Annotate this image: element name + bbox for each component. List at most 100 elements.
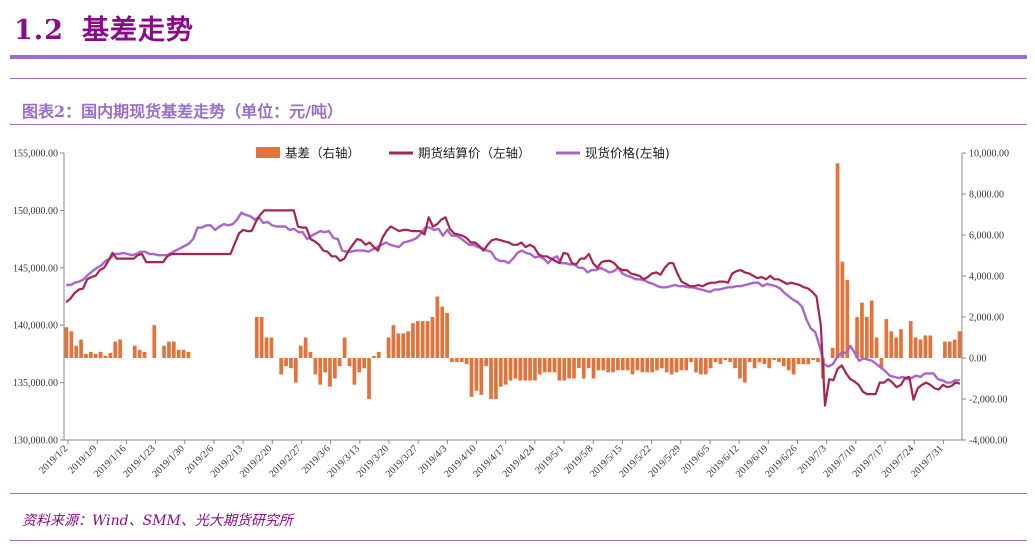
basis-bar — [93, 353, 98, 358]
basis-bar — [479, 358, 484, 395]
basis-bar — [733, 358, 737, 369]
basis-bar — [450, 358, 454, 363]
basis-bar — [167, 341, 171, 358]
basis-bar — [567, 358, 571, 379]
basis-bar — [835, 163, 840, 358]
basis-bar — [616, 358, 620, 371]
basis-bar — [699, 358, 703, 375]
y-left-tick-label: 130,000.00 — [13, 436, 58, 447]
basis-bar — [464, 358, 469, 365]
basis-bar — [742, 358, 747, 383]
x-tick-label: 2019/3/27 — [384, 443, 420, 479]
x-tick-label: 2019/4/24 — [501, 443, 537, 479]
basis-bar — [718, 358, 723, 365]
basis-bar — [401, 333, 406, 358]
basis-bar — [259, 317, 264, 358]
basis-bar — [752, 358, 757, 369]
basis-bar — [367, 358, 371, 399]
basis-bar — [796, 358, 801, 365]
basis-bar — [528, 358, 532, 381]
basis-bar — [655, 358, 659, 371]
basis-bar — [581, 358, 586, 379]
basis-bar — [586, 358, 591, 369]
basis-bar — [64, 327, 69, 358]
basis-bar — [391, 325, 396, 358]
y-left-tick-label: 140,000.00 — [13, 321, 58, 332]
basis-bar — [694, 358, 698, 373]
basis-bar — [816, 358, 820, 363]
basis-bar — [777, 358, 781, 363]
basis-bar — [313, 358, 318, 375]
basis-bar — [767, 358, 772, 369]
caption-top-rule — [10, 78, 1027, 79]
chart-bottom-rule — [10, 493, 1027, 494]
basis-bar — [347, 358, 352, 367]
basis-bar — [372, 355, 376, 358]
x-tick-label: 2019/1/30 — [150, 443, 186, 479]
basis-bar — [415, 321, 420, 358]
legend-swatch-basis — [256, 147, 280, 158]
basis-bar — [88, 351, 93, 358]
basis-bar — [728, 358, 733, 363]
y-right-tick-label: 10,000.00 — [969, 149, 1009, 160]
basis-bar — [772, 358, 776, 361]
basis-bar — [489, 358, 493, 399]
basis-bar — [747, 358, 752, 363]
basis-bar — [664, 358, 669, 373]
basis-bar — [484, 358, 489, 367]
basis-bar — [318, 358, 323, 385]
y-right-tick-label: -4,000.00 — [969, 436, 1007, 447]
basis-bar — [323, 358, 327, 373]
basis-bar — [84, 353, 88, 358]
basis-bar — [362, 358, 367, 369]
basis-bar — [279, 358, 284, 375]
basis-bar — [713, 358, 718, 363]
basis-bar — [708, 358, 713, 369]
y-left-tick-label: 135,000.00 — [13, 378, 58, 389]
caption-bottom-rule — [10, 124, 1027, 125]
x-tick-label: 2019/1/2 — [37, 443, 70, 476]
basis-bar — [98, 351, 103, 358]
futures-settlement-line — [65, 209, 961, 407]
basis-bar — [562, 358, 567, 381]
basis-bar — [606, 358, 611, 373]
basis-bar — [352, 358, 357, 385]
basis-bar — [943, 341, 947, 358]
basis-bar — [840, 261, 845, 358]
basis-bar — [508, 358, 513, 381]
basis-bar — [142, 351, 147, 358]
basis-bar — [386, 337, 391, 358]
basis-bar — [601, 358, 606, 371]
basis-bar — [269, 337, 274, 358]
basis-bar — [869, 300, 874, 358]
section-heading: 基差走势 — [81, 15, 194, 46]
basis-bar — [498, 358, 503, 387]
section-title: 1.2 基差走势 — [14, 8, 194, 47]
basis-bar — [284, 358, 288, 367]
basis-bar — [293, 358, 298, 383]
y-left-tick-label: 155,000.00 — [13, 149, 58, 160]
basis-bar — [650, 358, 654, 373]
basis-bar — [630, 358, 635, 375]
basis-bar — [264, 337, 269, 358]
basis-bar — [762, 358, 767, 365]
y-left-tick-label: 145,000.00 — [13, 263, 58, 274]
x-tick-label: 2019/5/1 — [533, 443, 566, 476]
basis-bar — [69, 331, 74, 358]
basis-bar — [952, 339, 957, 358]
basis-bar — [79, 339, 83, 358]
y-right-tick-label: -2,000.00 — [969, 395, 1007, 406]
basis-bar — [547, 358, 552, 373]
basis-bar — [162, 345, 166, 358]
basis-bar — [864, 317, 869, 358]
basis-bar — [908, 321, 913, 358]
basis-bar — [523, 358, 528, 381]
basis-bar — [537, 358, 542, 375]
basis-bar — [303, 337, 308, 358]
basis-bar — [928, 335, 933, 358]
basis-bar — [376, 351, 381, 358]
y-right-tick-label: 2,000.00 — [969, 313, 1004, 324]
basis-bar — [786, 358, 791, 371]
x-tick-label: 2019/5/29 — [646, 443, 682, 479]
basis-bars — [64, 163, 962, 399]
